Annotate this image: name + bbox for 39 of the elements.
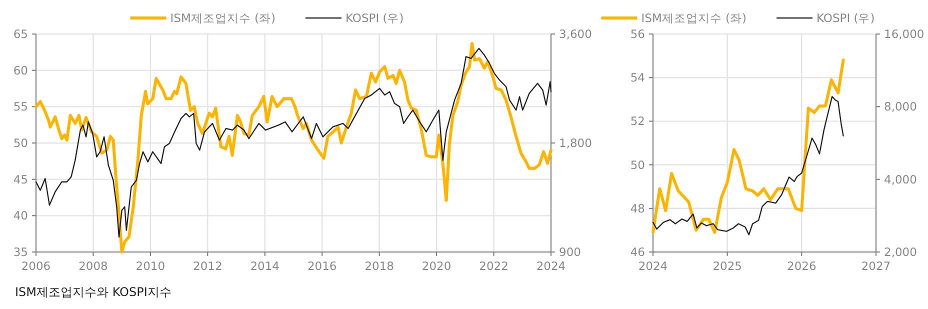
x-tick-label: 2008 [78, 259, 108, 273]
y-tick-label: 48 [630, 201, 645, 216]
y-tick-label: 65 [13, 27, 28, 41]
y-tick-label: 40 [13, 208, 28, 223]
y-tick-label: 55 [13, 100, 28, 114]
y-tick-label: 35 [13, 245, 28, 259]
x-tick-label: 2024 [638, 259, 668, 273]
x-tick-label: 2006 [21, 259, 51, 273]
x-tick-label: 2022 [479, 259, 508, 273]
y-tick-label: 45 [13, 172, 28, 186]
y-tick-label: 46 [630, 245, 645, 259]
y-tick-label: 50 [630, 158, 645, 172]
y2-tick-label: 4,000 [884, 172, 917, 186]
y-tick-label: 60 [13, 63, 28, 78]
x-tick-label: 2014 [250, 259, 280, 273]
x-tick-label: 2025 [712, 259, 742, 273]
text: ISM제조업지수와 KOSPI지수 [15, 285, 172, 299]
legend-label: KOSPI (우) [346, 11, 404, 25]
y2-tick-label: 16,000 [884, 27, 924, 41]
x-tick-label: 2016 [307, 259, 337, 273]
legend-label: ISM제조업지수 (좌) [641, 11, 746, 25]
x-tick-label: 2012 [193, 259, 222, 273]
y-tick-label: 56 [630, 27, 645, 41]
x-tick-label: 2024 [536, 259, 566, 273]
y2-tick-label: 3,600 [559, 27, 592, 41]
legend-label: ISM제조업지수 (좌) [170, 11, 276, 25]
x-tick-label: 2020 [422, 259, 452, 273]
y-tick-label: 52 [630, 114, 645, 128]
y-tick-label: 50 [13, 136, 28, 150]
x-tick-label: 2010 [136, 259, 166, 273]
x-tick-label: 2018 [364, 259, 394, 273]
y2-tick-label: 1,800 [559, 136, 592, 150]
y2-tick-label: 8,000 [884, 100, 917, 114]
y2-tick-label: 900 [559, 245, 581, 259]
x-tick-label: 2027 [861, 259, 891, 273]
legend-label: KOSPI (우) [816, 11, 875, 25]
y-tick-label: 54 [630, 70, 645, 85]
x-tick-label: 2026 [787, 259, 816, 273]
y2-tick-label: 2,000 [884, 245, 917, 259]
